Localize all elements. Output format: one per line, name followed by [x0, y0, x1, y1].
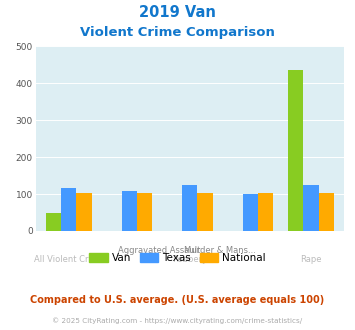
Text: © 2025 CityRating.com - https://www.cityrating.com/crime-statistics/: © 2025 CityRating.com - https://www.city… [53, 317, 302, 324]
Text: Violent Crime Comparison: Violent Crime Comparison [80, 26, 275, 39]
Bar [288, 70, 304, 231]
Legend: Van, Texas, National: Van, Texas, National [85, 249, 270, 267]
Text: 2019 Van: 2019 Van [139, 5, 216, 20]
Bar [122, 191, 137, 231]
Bar [137, 193, 152, 231]
Text: All Violent Crime: All Violent Crime [34, 255, 104, 264]
Bar [46, 213, 61, 231]
Bar [258, 193, 273, 231]
Bar [182, 185, 197, 231]
Bar [304, 185, 319, 231]
Bar [197, 193, 213, 231]
Text: Murder & Mans...: Murder & Mans... [184, 246, 256, 255]
Bar [76, 193, 92, 231]
Text: Rape: Rape [300, 255, 322, 264]
Text: Compared to U.S. average. (U.S. average equals 100): Compared to U.S. average. (U.S. average … [31, 295, 324, 305]
Bar [243, 194, 258, 231]
Text: Robbery: Robbery [173, 255, 207, 264]
Bar [319, 193, 334, 231]
Text: Aggravated Assault: Aggravated Assault [119, 246, 201, 255]
Bar [61, 188, 76, 231]
